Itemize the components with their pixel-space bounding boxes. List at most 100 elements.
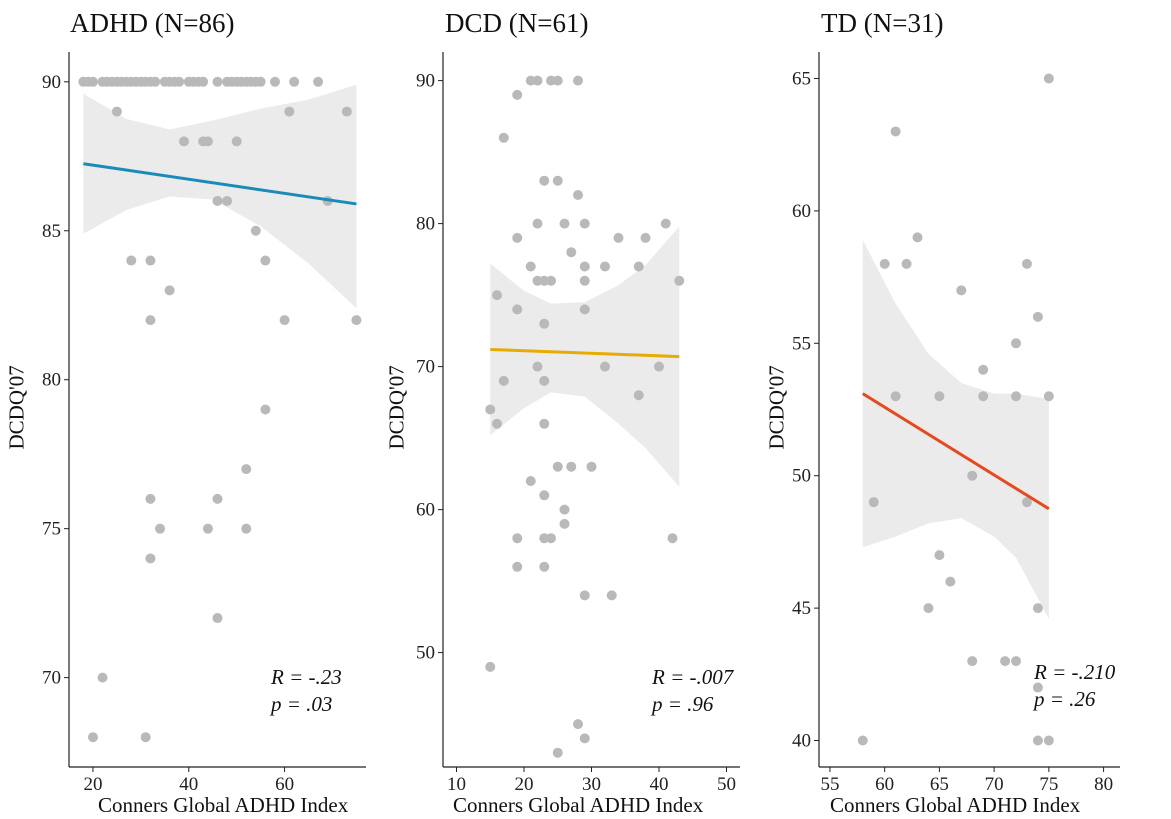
data-point bbox=[97, 672, 108, 683]
scatter-plot-dcd: 50 60 70 80 90 10 20 30 40 50 bbox=[416, 52, 740, 795]
data-point bbox=[667, 533, 678, 544]
x-tick-label: 55 bbox=[820, 774, 839, 795]
confidence-band bbox=[862, 240, 1049, 619]
data-point bbox=[498, 132, 509, 143]
data-point bbox=[222, 195, 233, 206]
data-point bbox=[566, 461, 577, 472]
data-point bbox=[279, 315, 290, 326]
data-point bbox=[1043, 391, 1054, 402]
y-tick-label: 60 bbox=[416, 500, 435, 521]
data-point bbox=[552, 175, 563, 186]
data-point bbox=[512, 561, 523, 572]
data-point bbox=[212, 195, 223, 206]
data-point bbox=[857, 735, 868, 746]
data-point bbox=[1032, 603, 1043, 614]
regression-line bbox=[83, 162, 357, 206]
chart-title: TD (N=31) bbox=[821, 8, 944, 38]
data-point bbox=[559, 218, 570, 229]
y-tick-label: 45 bbox=[792, 598, 811, 619]
data-point bbox=[586, 461, 597, 472]
data-point bbox=[212, 613, 223, 624]
confidence-band bbox=[83, 84, 357, 309]
correlation-annotation: R = -.23 p = .03 bbox=[271, 664, 342, 718]
x-tick-label: 80 bbox=[1094, 774, 1113, 795]
data-point bbox=[573, 190, 583, 200]
chart-panel-dcd: DCD (N=61) 50 60 70 80 90 10 20 30 40 50 DCDQ'07 … bbox=[380, 0, 760, 819]
data-point bbox=[145, 493, 156, 504]
data-point bbox=[552, 461, 563, 472]
data-point bbox=[956, 285, 967, 296]
y-tick-label: 65 bbox=[792, 68, 811, 89]
data-point bbox=[525, 261, 536, 272]
y-axis-label: DCDQ'07 bbox=[384, 365, 409, 450]
data-point bbox=[967, 470, 978, 481]
data-point bbox=[923, 603, 934, 614]
data-point bbox=[1032, 735, 1043, 746]
data-point bbox=[934, 550, 945, 561]
data-point bbox=[1011, 338, 1022, 349]
y-tick-label: 40 bbox=[792, 731, 811, 752]
data-point bbox=[546, 275, 556, 286]
data-point bbox=[579, 275, 590, 286]
data-point bbox=[241, 464, 252, 475]
data-point bbox=[164, 285, 175, 296]
data-point bbox=[546, 533, 556, 544]
data-point bbox=[890, 391, 901, 402]
data-point bbox=[868, 497, 879, 508]
data-point bbox=[212, 493, 223, 504]
data-point bbox=[1043, 735, 1054, 746]
data-point bbox=[901, 258, 912, 269]
data-point bbox=[579, 304, 590, 315]
data-point bbox=[559, 504, 570, 515]
data-point bbox=[1000, 656, 1011, 667]
y-axis-label: DCDQ'07 bbox=[4, 365, 29, 450]
data-point bbox=[255, 76, 266, 87]
data-point bbox=[552, 747, 563, 758]
data-point bbox=[606, 590, 617, 601]
y-tick-label: 70 bbox=[416, 357, 435, 378]
data-point bbox=[202, 523, 213, 534]
data-point bbox=[492, 418, 502, 429]
data-point bbox=[512, 232, 523, 243]
x-axis-label: Conners Global ADHD Index bbox=[98, 793, 349, 817]
y-tick-label: 70 bbox=[42, 668, 61, 689]
x-axis-label: Conners Global ADHD Index bbox=[830, 793, 1081, 817]
y-tick-label: 60 bbox=[792, 201, 811, 222]
data-point bbox=[269, 76, 280, 87]
data-point bbox=[674, 275, 685, 286]
p-value: p = .03 bbox=[271, 692, 333, 716]
data-point bbox=[145, 255, 156, 266]
data-point bbox=[1043, 73, 1054, 84]
data-point bbox=[552, 75, 563, 86]
data-point bbox=[313, 76, 324, 87]
data-point bbox=[231, 136, 242, 147]
regression-line bbox=[861, 392, 1050, 511]
data-point bbox=[539, 375, 550, 386]
data-point bbox=[1032, 682, 1043, 693]
y-tick-label: 90 bbox=[416, 71, 435, 92]
data-point bbox=[539, 418, 550, 429]
data-point bbox=[155, 523, 166, 534]
data-point bbox=[260, 255, 271, 266]
data-point bbox=[573, 75, 583, 86]
data-point bbox=[512, 89, 523, 100]
data-point bbox=[87, 76, 98, 87]
data-point bbox=[150, 76, 161, 87]
data-point bbox=[660, 218, 671, 229]
data-point bbox=[912, 232, 923, 243]
correlation-annotation: R = -.007 p = .96 bbox=[652, 664, 733, 718]
data-point bbox=[241, 523, 252, 534]
x-tick-label: 30 bbox=[582, 774, 601, 795]
x-tick-label: 75 bbox=[1039, 774, 1058, 795]
data-point bbox=[178, 136, 189, 147]
y-tick-label: 75 bbox=[42, 519, 61, 540]
data-point bbox=[633, 261, 644, 272]
data-point bbox=[1032, 311, 1043, 322]
y-tick-label: 50 bbox=[792, 466, 811, 487]
data-point bbox=[1021, 258, 1032, 269]
x-tick-label: 50 bbox=[717, 774, 736, 795]
data-point bbox=[633, 390, 644, 401]
p-value: p = .26 bbox=[1034, 687, 1096, 711]
y-tick-label: 50 bbox=[416, 643, 435, 664]
data-point bbox=[539, 318, 550, 329]
